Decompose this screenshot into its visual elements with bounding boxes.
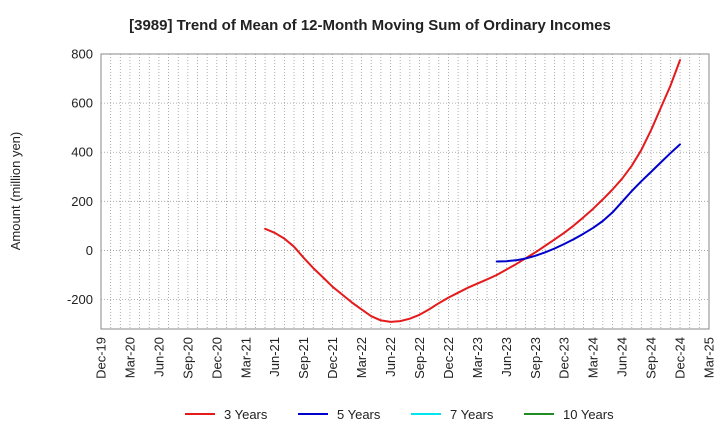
x-tick-label: Sep-22 (412, 337, 427, 379)
legend-label-7-years: 7 Years (450, 407, 494, 422)
x-tick-label: Dec-24 (673, 337, 688, 379)
x-tick-label: Jun-21 (267, 337, 282, 377)
x-tick-label: Mar-23 (470, 337, 485, 378)
legend-label-10-years: 10 Years (563, 407, 614, 422)
x-tick-label: Jun-24 (615, 337, 630, 377)
x-tick-label: Mar-25 (702, 337, 717, 378)
x-tick-label: Mar-22 (354, 337, 369, 378)
grid (101, 53, 709, 329)
x-tick-label: Sep-20 (180, 337, 195, 379)
chart-title: [3989] Trend of Mean of 12-Month Moving … (129, 17, 611, 34)
x-tick-label: Mar-20 (122, 337, 137, 378)
x-tick-label: Dec-20 (209, 337, 224, 379)
series-line-5-years (495, 143, 681, 263)
plot-area-frame (100, 53, 710, 330)
x-tick-label: Dec-21 (325, 337, 340, 379)
y-axis-label: Amount (million yen) (8, 132, 23, 251)
x-tick-label: Dec-22 (441, 337, 456, 379)
x-tick-label: Sep-23 (528, 337, 543, 379)
x-tick-label: Dec-19 (94, 337, 109, 379)
y-tick-label: 200 (71, 194, 93, 209)
x-tick-label: Jun-22 (383, 337, 398, 377)
legend-label-5-years: 5 Years (337, 407, 381, 422)
x-tick-label: Sep-21 (296, 337, 311, 379)
y-tick-label: 0 (86, 243, 93, 258)
y-tick-label: 800 (71, 47, 93, 62)
x-tick-label: Jun-20 (151, 337, 166, 377)
x-tick-label: Mar-24 (586, 337, 601, 378)
legend: 3 Years 5 Years 7 Years 10 Years (185, 407, 614, 422)
series-layer (264, 59, 681, 323)
y-tick-label: -200 (67, 292, 93, 307)
legend-label-3-years: 3 Years (224, 407, 268, 422)
series-line-3-years (264, 59, 681, 323)
x-tick-label: Jun-23 (499, 337, 514, 377)
y-tick-label: 400 (71, 145, 93, 160)
x-tick-label: Mar-21 (238, 337, 253, 378)
y-tick-label: 600 (71, 96, 93, 111)
x-axis-ticks: Dec-19 Mar-20 Jun-20 Sep-20 Dec-20 Mar-21 Jun-… (94, 337, 717, 379)
x-tick-label: Sep-24 (644, 337, 659, 379)
y-axis-ticks: 800 600 400 200 0 -200 (67, 47, 93, 308)
x-tick-label: Dec-23 (557, 337, 572, 379)
